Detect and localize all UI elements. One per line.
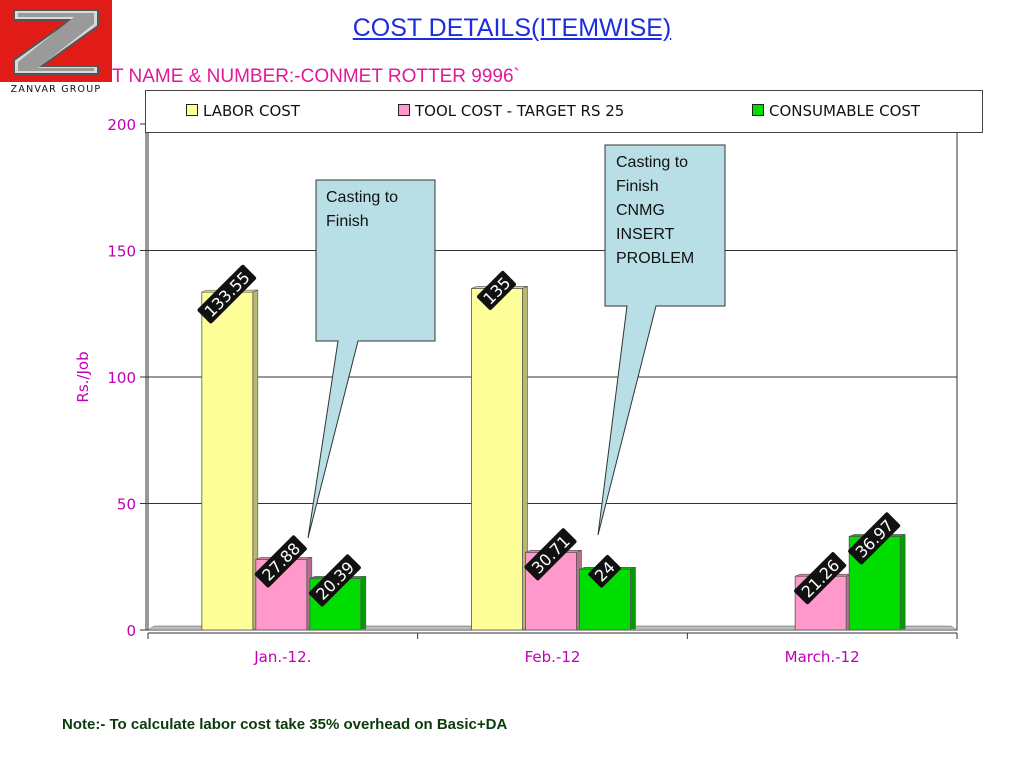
data-label-bg	[254, 535, 307, 588]
bar-side	[630, 566, 636, 630]
bar-front	[201, 291, 254, 631]
x-tick-label: Feb.-12	[525, 648, 581, 666]
callout-feb-box	[597, 144, 726, 536]
legend-label-consumable: CONSUMABLE COST	[769, 102, 921, 120]
footnote: Note:- To calculate labor cost take 35% …	[62, 716, 508, 733]
x-tick-label: Jan.-12.	[253, 648, 311, 666]
z-logo-icon	[13, 9, 99, 75]
data-label-bg	[848, 512, 901, 565]
data-label-bg	[524, 528, 577, 581]
bar-side	[899, 534, 906, 630]
data-label-bg	[476, 270, 517, 310]
legend-swatch-tool	[398, 104, 410, 116]
part-name-heading: T NAME & NUMBER:-CONMET ROTTER 9996`	[112, 66, 520, 87]
legend-item-consumable: CONSUMABLE COST	[752, 102, 920, 120]
y-tick-label: 0	[126, 622, 136, 640]
logo-text: ZANVAR GROUP	[10, 84, 102, 95]
data-label: 135	[476, 270, 517, 310]
page-title: COST DETAILS(ITEMWISE)	[352, 14, 672, 42]
bar-side	[360, 576, 367, 630]
legend-swatch-labor	[186, 104, 198, 116]
callout-jan-text: Casting to Finish	[326, 189, 399, 230]
legend-label-labor: LABOR COST	[203, 102, 300, 120]
data-label-bg	[588, 554, 621, 588]
legend-label-tool: TOOL COST - TARGET RS 25	[415, 102, 625, 120]
callout-feb-text: Casting to Finish CNMG INSERT PROBLEM	[616, 154, 695, 267]
callout-jan-box	[307, 179, 436, 539]
legend-item-labor: LABOR COST	[186, 102, 300, 120]
bar	[471, 286, 528, 631]
y-tick-label: 50	[117, 496, 136, 514]
logo-emblem	[0, 0, 112, 82]
data-label-bg	[308, 554, 361, 607]
legend-swatch-consumable	[752, 104, 764, 116]
y-tick-label: 150	[107, 243, 136, 261]
y-tick-label: 200	[107, 116, 136, 134]
bar-front	[471, 288, 523, 631]
data-label-bg	[197, 264, 257, 324]
legend-item-tool: TOOL COST - TARGET RS 25	[398, 102, 624, 120]
chart-legend: LABOR COST TOOL COST - TARGET RS 25 CONS…	[145, 90, 983, 133]
y-axis-title: Rs./Job	[74, 351, 92, 402]
x-tick-label: March.-12	[785, 648, 860, 666]
y-tick-label: 100	[107, 369, 136, 387]
company-logo: ZANVAR GROUP	[0, 0, 112, 100]
data-label-bg	[794, 552, 847, 605]
bar	[201, 289, 259, 631]
